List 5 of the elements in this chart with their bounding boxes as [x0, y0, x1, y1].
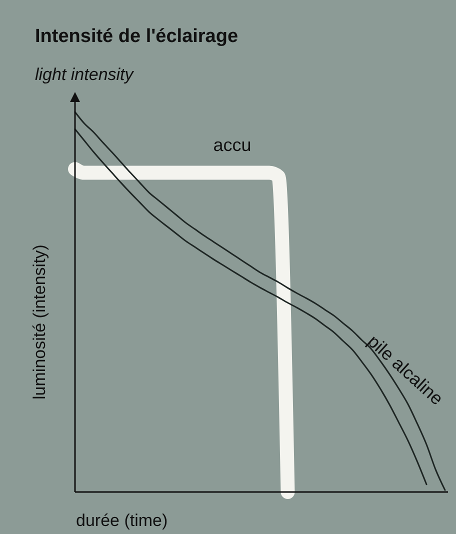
series-label: accu [213, 134, 252, 155]
chart-subtitle: light intensity [35, 65, 135, 84]
chart-title: Intensité de l'éclairage [35, 26, 238, 47]
x-axis-title: durée (time) [76, 511, 168, 530]
y-axis-title: luminosité (intensity) [30, 244, 49, 400]
